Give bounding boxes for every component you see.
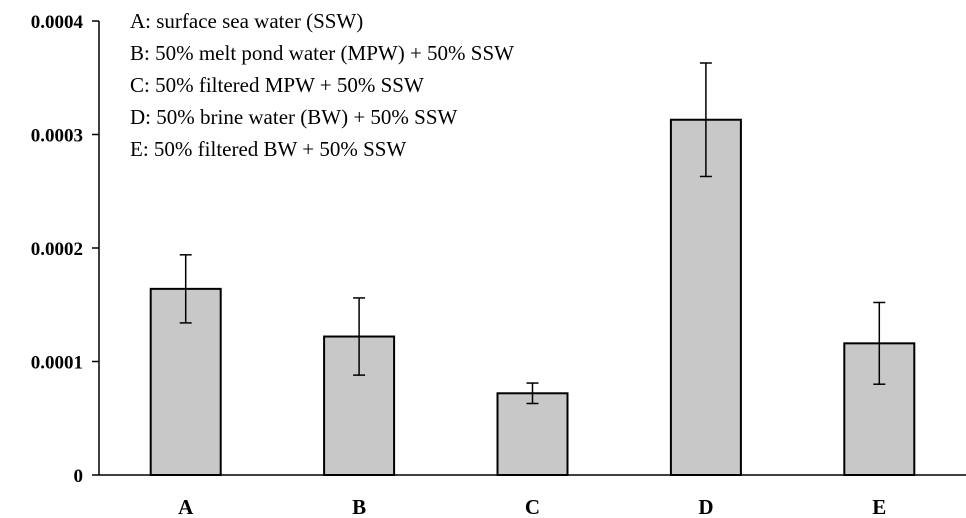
y-tick-label: 0.0003 <box>31 126 83 147</box>
bars <box>149 118 916 477</box>
legend-entry: B: 50% melt pond water (MPW) + 50% SSW <box>130 41 514 65</box>
x-tick-label-D: D <box>698 495 713 518</box>
y-tick-label: 0.0002 <box>31 239 83 260</box>
legend-entry: C: 50% filtered MPW + 50% SSW <box>130 73 424 97</box>
x-tick-label-A: A <box>178 495 194 518</box>
x-tick-labels: A B C D E <box>178 495 886 518</box>
x-tick-label-C: C <box>525 495 540 518</box>
bar-D <box>669 118 742 477</box>
legend: A: surface sea water (SSW) B: 50% melt po… <box>130 9 514 161</box>
y-tick-label: 0.0001 <box>31 353 83 374</box>
legend-entry: A: surface sea water (SSW) <box>130 9 363 33</box>
legend-entry: E: 50% filtered BW + 50% SSW <box>130 137 406 161</box>
bar-C <box>496 392 569 476</box>
error-bars <box>179 62 886 405</box>
y-tick-label: 0.0004 <box>31 12 84 33</box>
x-tick-label-E: E <box>872 495 886 518</box>
y-tick-label: 0 <box>74 466 84 487</box>
x-tick-label-B: B <box>352 495 366 518</box>
legend-entry: D: 50% brine water (BW) + 50% SSW <box>130 105 458 129</box>
y-ticks: 0 0.0001 0.0002 0.0003 0.0004 <box>31 12 99 487</box>
